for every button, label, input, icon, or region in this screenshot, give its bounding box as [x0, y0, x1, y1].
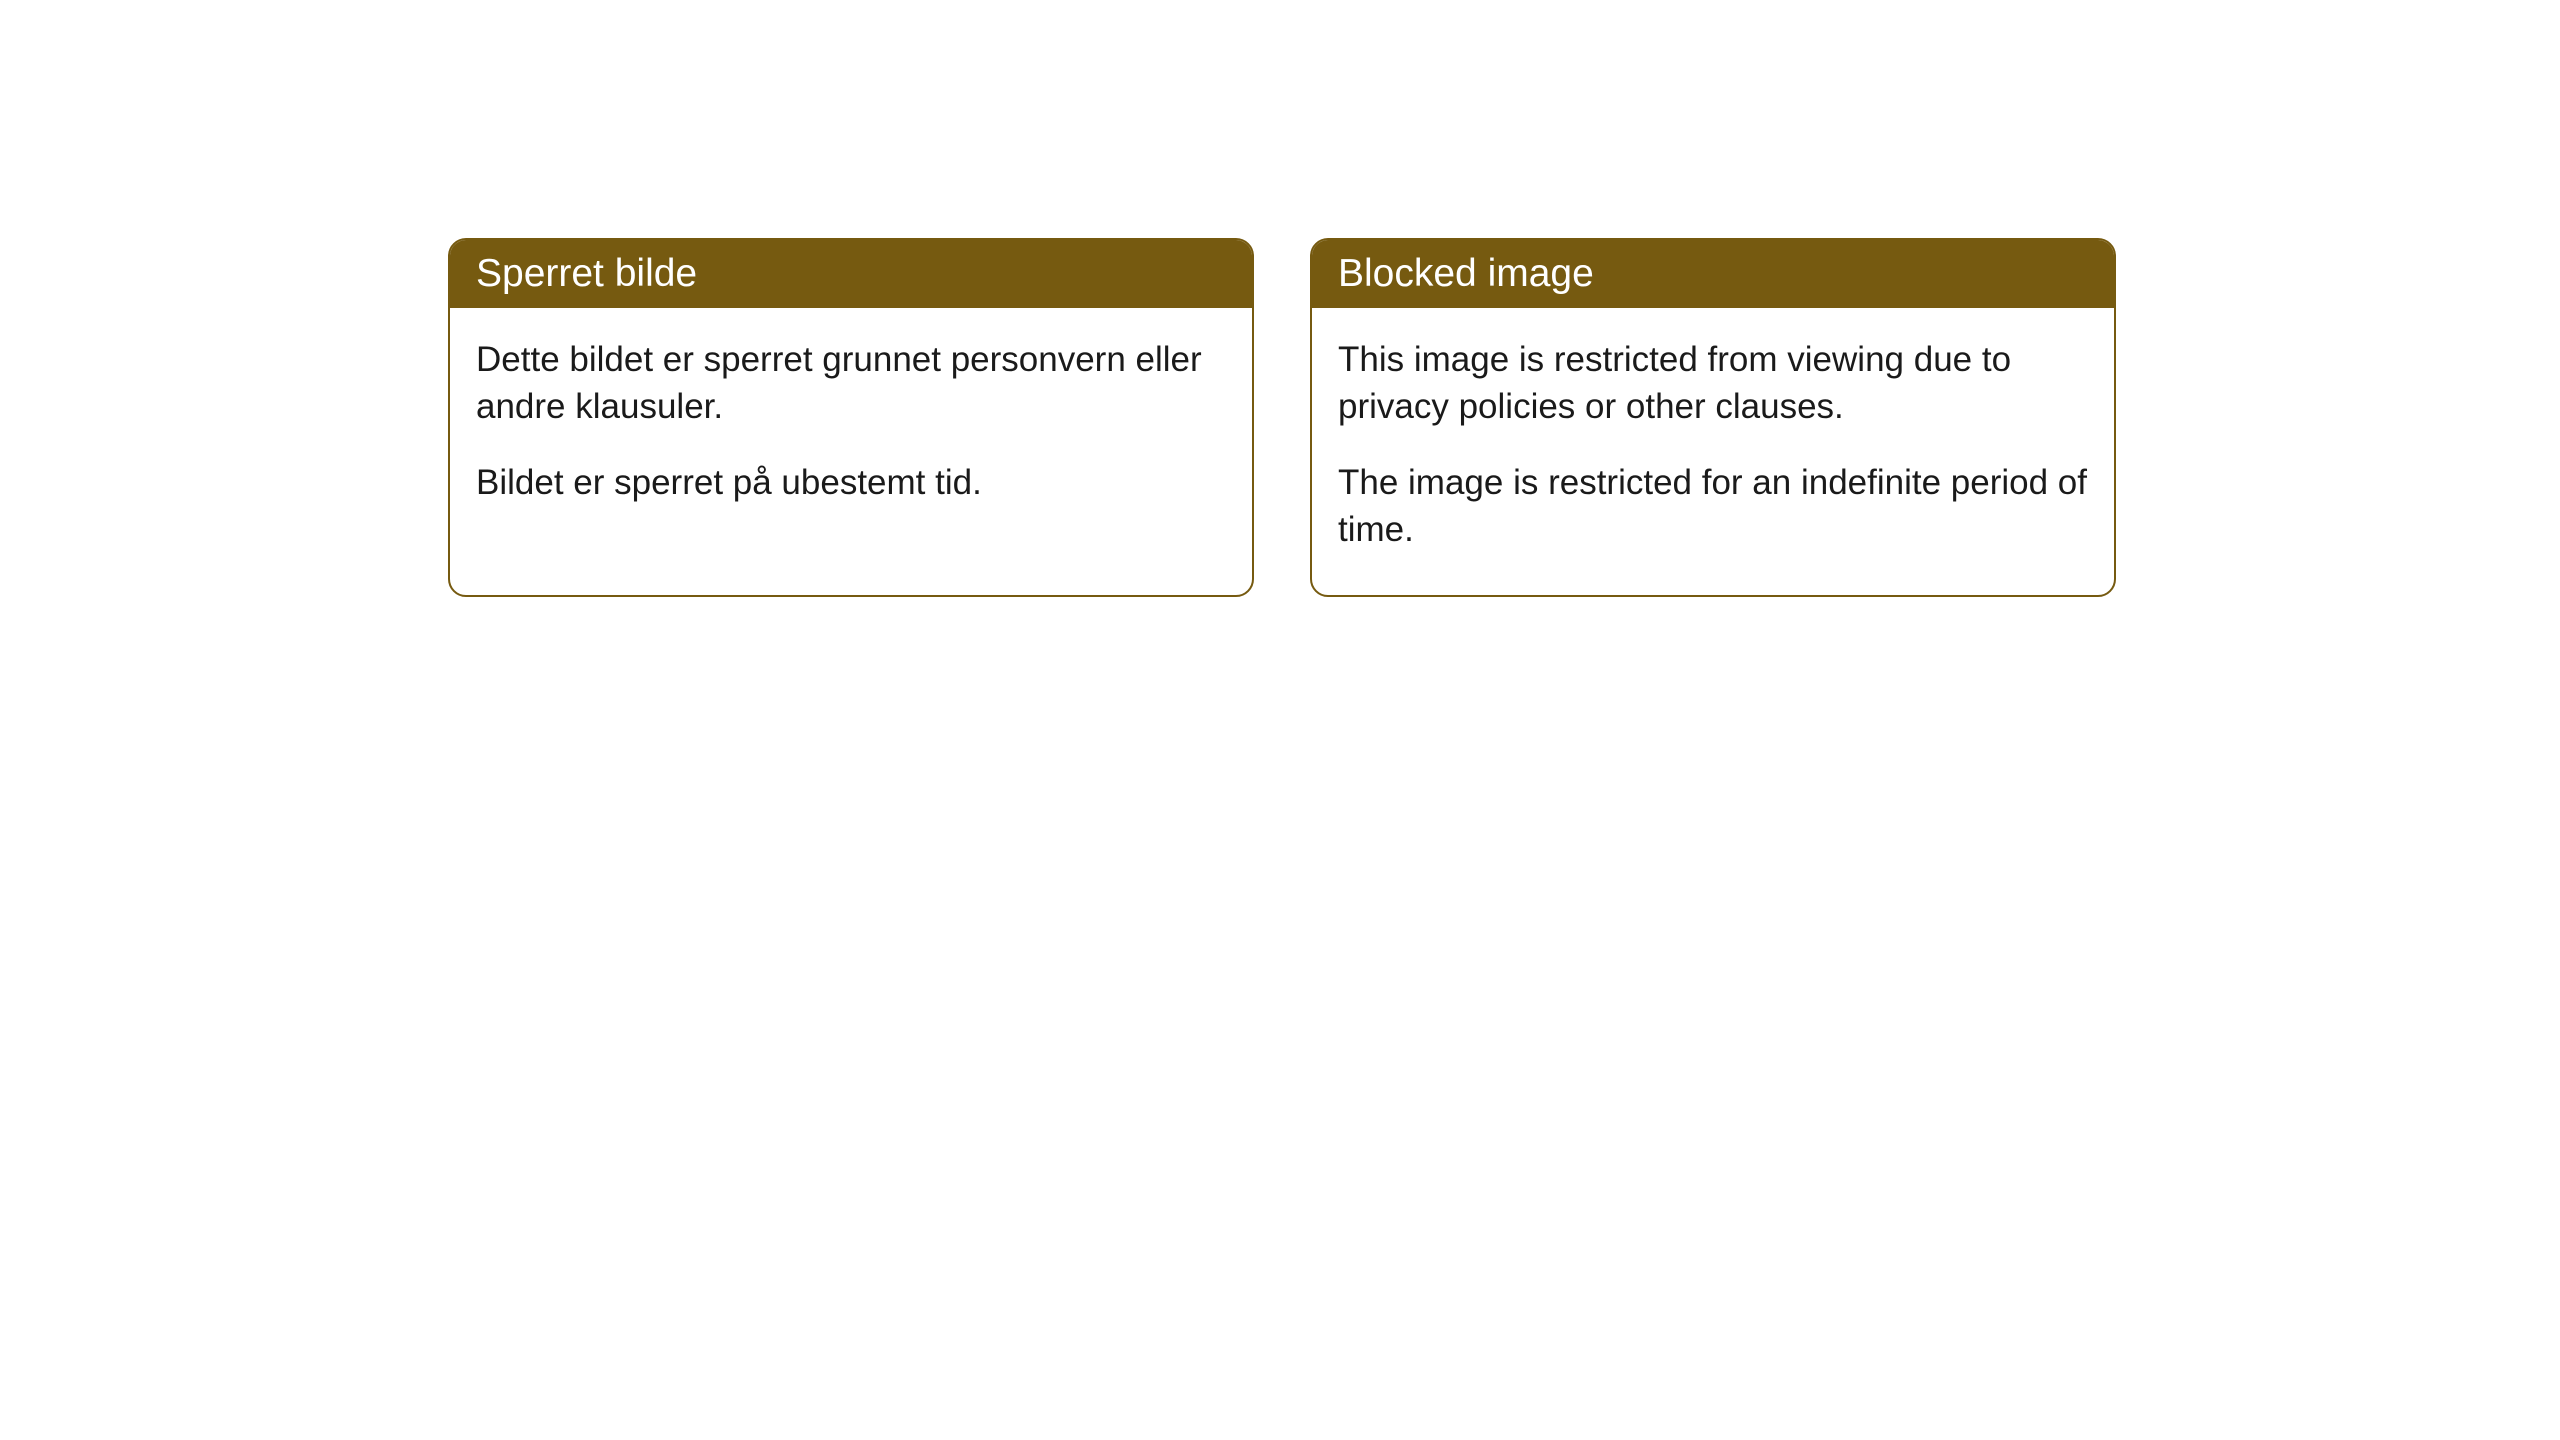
card-paragraph-1: Dette bildet er sperret grunnet personve… — [476, 336, 1226, 431]
card-title: Blocked image — [1338, 252, 1594, 295]
blocked-image-card-norwegian: Sperret bilde Dette bildet er sperret gr… — [448, 238, 1254, 597]
card-body: This image is restricted from viewing du… — [1312, 308, 2114, 595]
card-header: Blocked image — [1312, 240, 2114, 308]
notice-cards-container: Sperret bilde Dette bildet er sperret gr… — [448, 238, 2116, 597]
blocked-image-card-english: Blocked image This image is restricted f… — [1310, 238, 2116, 597]
card-header: Sperret bilde — [450, 240, 1252, 308]
card-body: Dette bildet er sperret grunnet personve… — [450, 308, 1252, 548]
card-paragraph-2: The image is restricted for an indefinit… — [1338, 459, 2088, 554]
card-paragraph-2: Bildet er sperret på ubestemt tid. — [476, 459, 1226, 506]
card-paragraph-1: This image is restricted from viewing du… — [1338, 336, 2088, 431]
card-title: Sperret bilde — [476, 252, 697, 295]
